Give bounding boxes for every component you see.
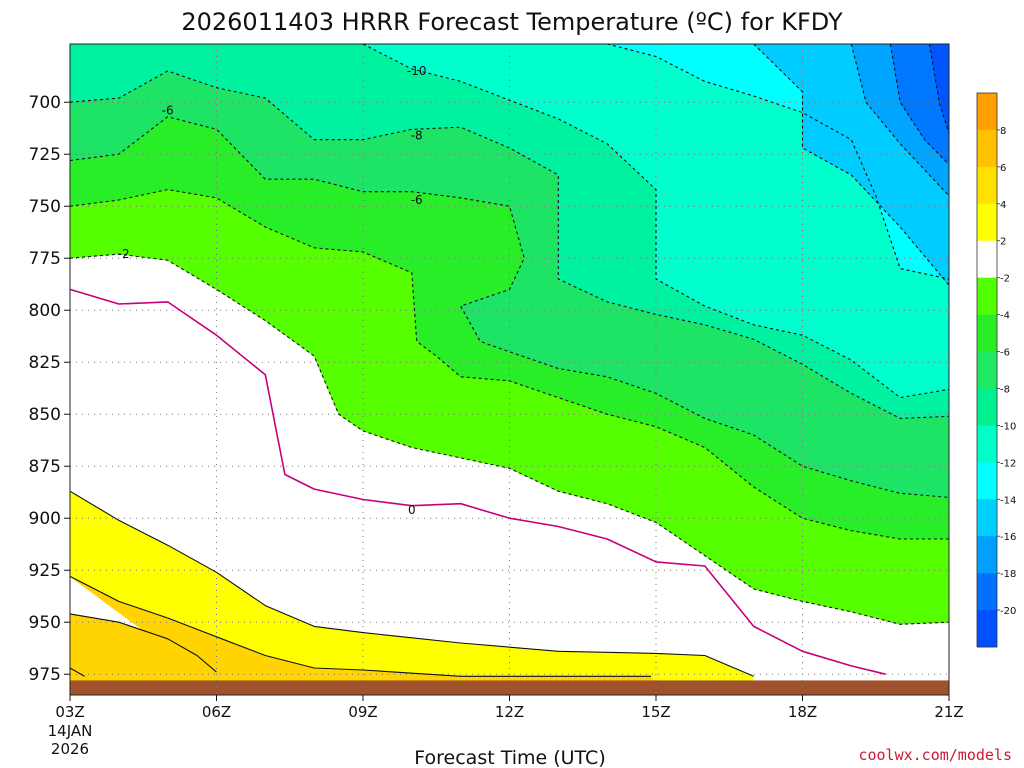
y-tick-925: 925 (29, 561, 61, 581)
date-label-year: 2026 (51, 740, 89, 758)
colorbar-swatch-7 (977, 351, 997, 389)
y-tick-750: 750 (29, 197, 61, 217)
y-axis: 700 725 750 775 800 825 850 875 900 925 950 975 (29, 93, 70, 685)
isotherm-contours (69, 43, 950, 677)
contour--18 (889, 43, 950, 165)
contour-label-1: -8 (411, 129, 423, 143)
colorbar-label-6: -6 (1000, 348, 1010, 359)
contour-4 (69, 575, 652, 677)
colorbar-label-3: 2 (1000, 237, 1006, 248)
contour-6 (69, 613, 217, 673)
chart-title: 2026011403 HRRR Forecast Temperature (ºC… (181, 8, 843, 36)
colorbar-label-0: 8 (1000, 126, 1006, 137)
x-tick-15Z: 15Z (641, 703, 670, 721)
colorbar-label-13: -20 (1000, 606, 1016, 617)
contour-8 (69, 667, 85, 677)
colorbar-label-11: -16 (1000, 532, 1016, 543)
colorbar-label-1: 6 (1000, 163, 1006, 174)
contour-label-2: -6 (411, 193, 423, 207)
colorbar-swatch-12 (977, 536, 997, 574)
contour--8 (69, 70, 950, 419)
colorbar-swatch-0 (977, 93, 997, 131)
colorbar-swatch-2 (977, 166, 997, 205)
x-axis-label: Forecast Time (UTC) (414, 747, 605, 768)
colorbar-swatch-1 (977, 129, 997, 168)
colorbar-swatch-4 (977, 240, 997, 278)
contour-label-0: -10 (407, 64, 427, 78)
colorbar-swatch-3 (977, 203, 997, 242)
colorbar-label-2: 4 (1000, 200, 1006, 211)
y-tick-850: 850 (29, 405, 61, 425)
colorbar-swatch-9 (977, 425, 997, 463)
temperature-bands (69, 43, 950, 695)
x-axis: 03Z 06Z 09Z 12Z 15Z 18Z 21Z (55, 695, 964, 721)
x-tick-09Z: 09Z (348, 703, 377, 721)
colorbar-label-10: -14 (1000, 495, 1016, 506)
colorbar-label-7: -8 (1000, 384, 1010, 395)
x-tick-03Z: 03Z (55, 703, 84, 721)
colorbar-label-5: -4 (1000, 311, 1010, 322)
colorbar: 8 6 4 2 -2 -4 -6 -8 -10 -12 -14 -16 -18 -20 (976, 92, 1016, 648)
x-tick-21Z: 21Z (934, 703, 963, 721)
contour--16 (850, 43, 950, 197)
y-tick-975: 975 (29, 665, 61, 685)
y-tick-950: 950 (29, 613, 61, 633)
colorbar-label-8: -10 (1000, 421, 1016, 432)
contour--12 (607, 43, 950, 280)
date-label-day: 14JAN (48, 722, 93, 740)
y-tick-800: 800 (29, 301, 61, 321)
y-tick-875: 875 (29, 457, 61, 477)
contour-label-5: 0 (408, 503, 416, 517)
colorbar-swatch-10 (977, 462, 997, 500)
colorbar-swatch-8 (977, 388, 997, 426)
contour-2 (69, 490, 754, 677)
contour--14 (753, 43, 950, 286)
colorbar-swatch-13 (977, 573, 997, 611)
colorbar-label-4: -2 (1000, 274, 1010, 285)
colorbar-label-9: -12 (1000, 458, 1016, 469)
contour-labels: -10 -8 -6 -6 -2 0 (118, 64, 427, 517)
colorbar-swatch-6 (977, 314, 997, 352)
y-tick-775: 775 (29, 249, 61, 269)
colorbar-label-12: -18 (1000, 569, 1016, 580)
y-tick-700: 700 (29, 93, 61, 113)
x-tick-06Z: 06Z (202, 703, 231, 721)
colorbar-frame (976, 92, 998, 648)
colorbar-swatch-11 (977, 499, 997, 537)
x-tick-18Z: 18Z (788, 703, 817, 721)
contour-label-3: -6 (162, 104, 174, 118)
ground-surface (70, 680, 949, 695)
contour-label-4: -2 (118, 247, 130, 261)
contour-0 (69, 288, 886, 675)
y-tick-725: 725 (29, 145, 61, 165)
contour--20 (928, 43, 950, 134)
y-tick-825: 825 (29, 353, 61, 373)
colorbar-swatch-5 (977, 277, 997, 315)
colorbar-swatch-14 (977, 610, 997, 648)
y-tick-900: 900 (29, 509, 61, 529)
credit-text: coolwx.com/models (858, 746, 1012, 764)
x-tick-12Z: 12Z (495, 703, 524, 721)
contour--10 (362, 43, 950, 399)
contour--2 (69, 253, 950, 625)
ground-layer (70, 680, 949, 695)
